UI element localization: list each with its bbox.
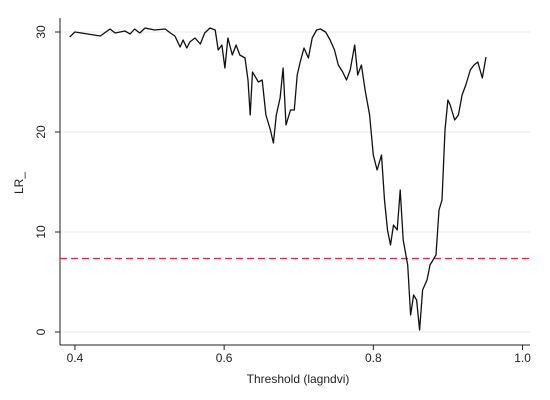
x-tick-label: 0.4 xyxy=(67,351,84,365)
x-axis-title: Threshold (lagndvi) xyxy=(247,372,350,386)
y-tick-label: 0 xyxy=(34,328,48,335)
x-tick-label: 1.0 xyxy=(514,351,531,365)
y-tick-label: 30 xyxy=(34,25,48,39)
y-axis-title: LR_ xyxy=(12,172,26,194)
y-tick-label: 20 xyxy=(34,125,48,139)
data-line xyxy=(69,27,487,331)
x-tick-label: 0.8 xyxy=(365,351,382,365)
x-tick-label: 0.6 xyxy=(216,351,233,365)
y-tick-label: 10 xyxy=(34,225,48,239)
